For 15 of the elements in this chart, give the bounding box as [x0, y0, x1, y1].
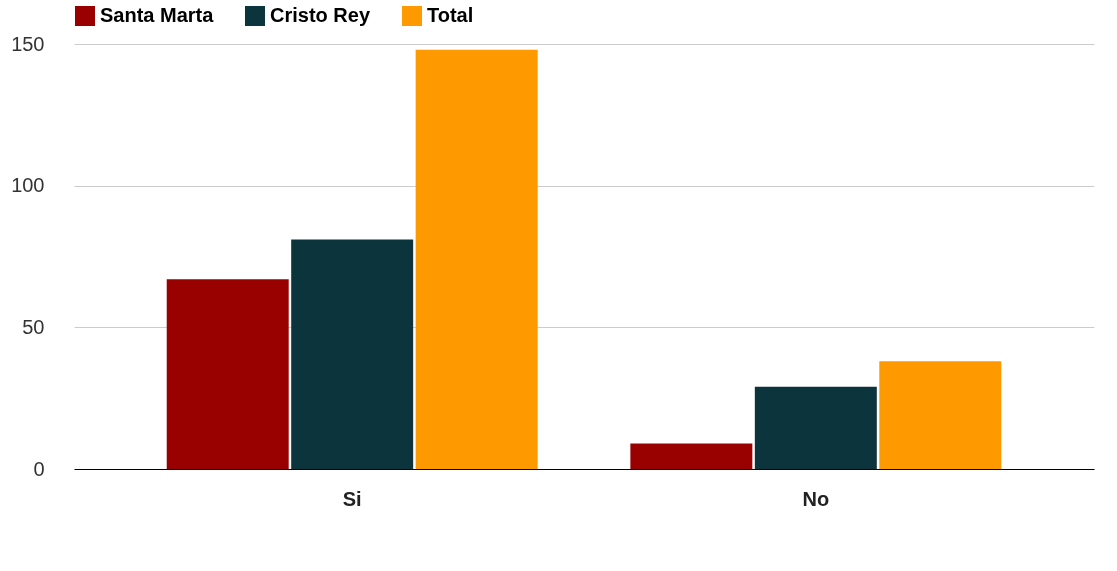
y-tick-label: 0 — [33, 457, 45, 480]
bar — [415, 49, 538, 469]
bar — [291, 239, 414, 469]
y-tick-label: 100 — [11, 174, 45, 197]
bar — [879, 361, 1002, 469]
x-tick-label: No — [802, 487, 830, 510]
y-tick-label: 50 — [22, 315, 45, 338]
legend-label: Total — [427, 4, 474, 26]
legend-label: Cristo Rey — [270, 4, 371, 26]
y-tick-label: 150 — [11, 32, 45, 55]
bar — [630, 443, 753, 469]
bar — [166, 279, 289, 469]
x-tick-label: Si — [342, 487, 362, 510]
bar — [754, 386, 877, 469]
legend-label: Santa Marta — [100, 4, 215, 26]
